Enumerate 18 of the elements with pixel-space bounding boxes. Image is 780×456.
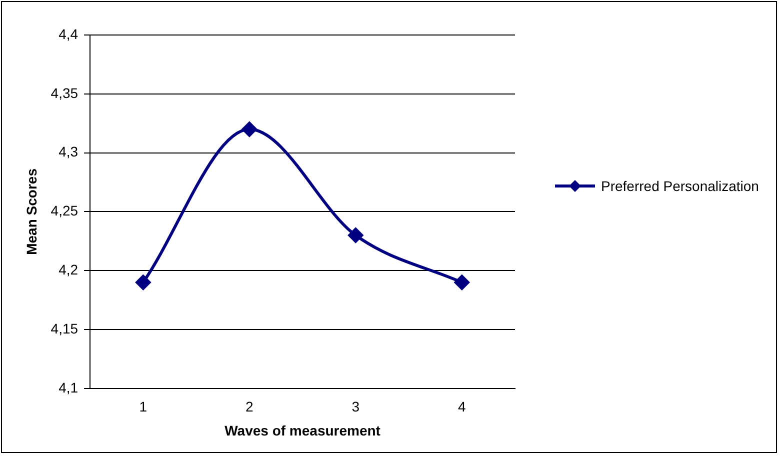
point [242, 122, 257, 137]
point [136, 274, 151, 290]
point [348, 228, 364, 243]
x-tick-label: 4 [458, 398, 466, 415]
y-axis-title: Mean Scores [23, 168, 40, 255]
y-tick-label: 4,1 [58, 379, 78, 396]
x-axis-title: Waves of measurement [224, 422, 381, 438]
x-tick-label: 1 [139, 398, 148, 415]
y-tick-label: 4,15 [50, 320, 78, 336]
y-tick-label: 4,3 [58, 144, 78, 160]
y-tick-label: 4,2 [58, 261, 78, 278]
point [454, 274, 470, 290]
x-tick-label: 3 [352, 398, 360, 415]
x-tick-label: 2 [246, 398, 254, 415]
y-tick-label: 4,4 [58, 26, 78, 42]
legend-label: Preferred Personalization [601, 178, 760, 194]
y-tick-label: 4,35 [50, 84, 78, 101]
y-tick-label: 4,25 [50, 202, 78, 219]
